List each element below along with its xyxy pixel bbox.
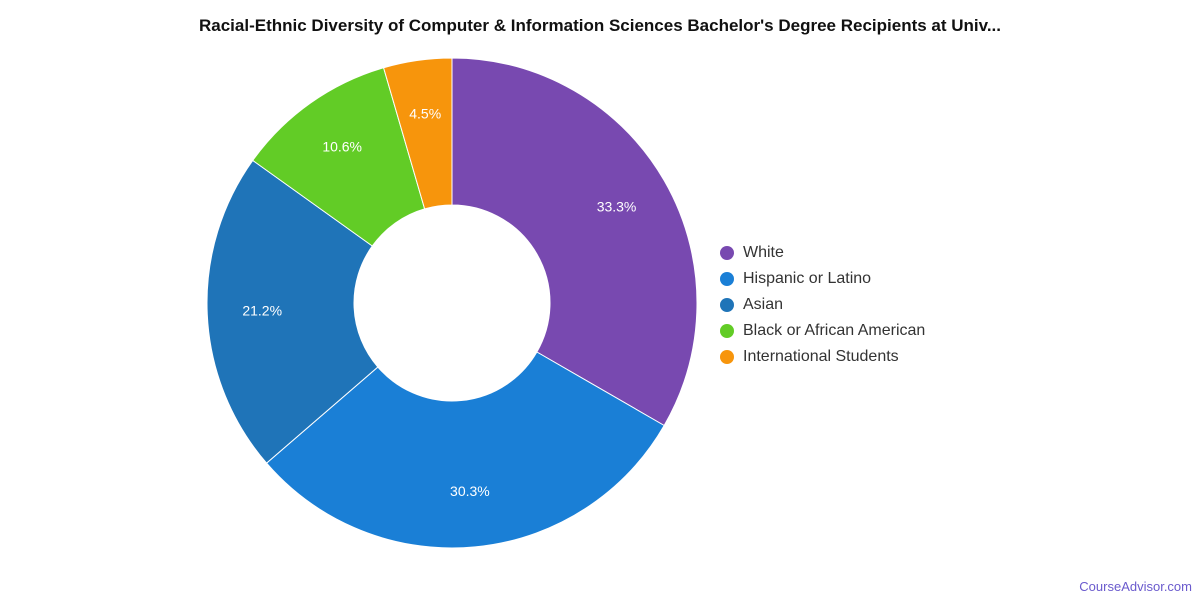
slice-label-black-or-african-american: 10.6% <box>322 139 362 155</box>
slice-label-hispanic-or-latino: 30.3% <box>450 483 490 499</box>
slice-hispanic-or-latino[interactable] <box>265 351 665 549</box>
legend-label: Asian <box>743 296 784 313</box>
labels-group: 33.3% 30.3% 21.2% 10.6% 4.5% <box>242 106 636 499</box>
legend-item-hispanic-or-latino[interactable]: Hispanic or Latino <box>720 266 925 292</box>
legend-swatch-icon <box>720 246 734 260</box>
legend-label: Hispanic or Latino <box>743 270 872 287</box>
chart-title: Racial-Ethnic Diversity of Computer & In… <box>199 16 1001 35</box>
slice-black-or-african-american[interactable] <box>252 67 426 247</box>
legend-swatch-icon <box>720 298 734 312</box>
legend-item-white[interactable]: White <box>720 240 925 266</box>
legend-label: Black or African American <box>743 322 926 339</box>
legend-swatch-icon <box>720 272 734 286</box>
slice-asian[interactable] <box>206 159 379 464</box>
legend-swatch-icon <box>720 350 734 364</box>
slice-international-students[interactable] <box>382 57 453 210</box>
legend-item-international-students[interactable]: International Students <box>720 344 925 370</box>
legend-label: White <box>743 244 784 261</box>
legend-item-asian[interactable]: Asian <box>720 292 925 318</box>
legend-label: International Students <box>743 348 899 365</box>
legend: White Hispanic or Latino Asian Black or Afr… <box>720 240 925 370</box>
legend-item-black-or-african-american[interactable]: Black or African American <box>720 318 925 344</box>
slice-label-international-students: 4.5% <box>409 106 441 122</box>
slices-group <box>206 57 698 549</box>
slice-label-asian: 21.2% <box>242 302 282 318</box>
slice-label-white: 33.3% <box>597 199 637 215</box>
legend-swatch-icon <box>720 324 734 338</box>
watermark-text: CourseAdvisor.com <box>1079 579 1192 594</box>
slice-white[interactable] <box>451 57 698 427</box>
